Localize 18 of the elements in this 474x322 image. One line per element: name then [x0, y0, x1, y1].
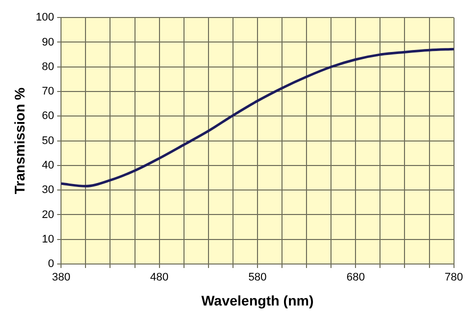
y-tick-label: 40	[42, 159, 54, 172]
y-tick-label: 90	[42, 36, 54, 48]
x-tick-label: 480	[150, 272, 168, 284]
y-tick-label: 60	[42, 110, 54, 122]
y-axis-title: Transmission %	[11, 86, 28, 194]
y-tick-label: 70	[42, 86, 54, 98]
x-axis-title: Wavelength (nm)	[201, 292, 314, 308]
y-tick-label: 50	[42, 134, 54, 147]
x-tick-label: 580	[248, 272, 267, 284]
x-tick-label: 680	[346, 272, 365, 284]
y-tick-label: 0	[48, 258, 54, 270]
x-tick-label: 780	[444, 272, 464, 284]
y-tick-label: 100	[36, 12, 54, 24]
y-tick-label: 20	[42, 208, 54, 221]
y-tick-label: 80	[42, 60, 54, 73]
x-tick-label: 380	[52, 272, 70, 284]
y-tick-label: 30	[42, 184, 54, 196]
y-tick-label: 10	[42, 233, 54, 246]
